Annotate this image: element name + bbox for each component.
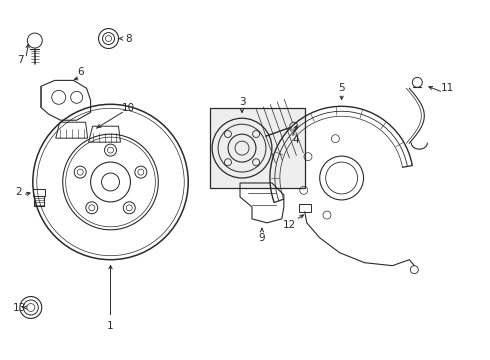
Text: 5: 5 <box>338 84 345 93</box>
Text: 6: 6 <box>77 67 84 77</box>
Text: 3: 3 <box>239 97 245 107</box>
Circle shape <box>290 122 298 130</box>
Text: 8: 8 <box>125 33 132 44</box>
Text: 7: 7 <box>18 55 24 66</box>
Text: 13: 13 <box>13 302 26 312</box>
Text: 2: 2 <box>16 187 22 197</box>
Text: 1: 1 <box>107 321 114 332</box>
Text: 4: 4 <box>293 135 299 145</box>
Text: 10: 10 <box>122 103 135 113</box>
Text: 9: 9 <box>259 233 265 243</box>
Text: 12: 12 <box>283 220 296 230</box>
FancyBboxPatch shape <box>210 108 305 188</box>
Text: 11: 11 <box>441 84 454 93</box>
